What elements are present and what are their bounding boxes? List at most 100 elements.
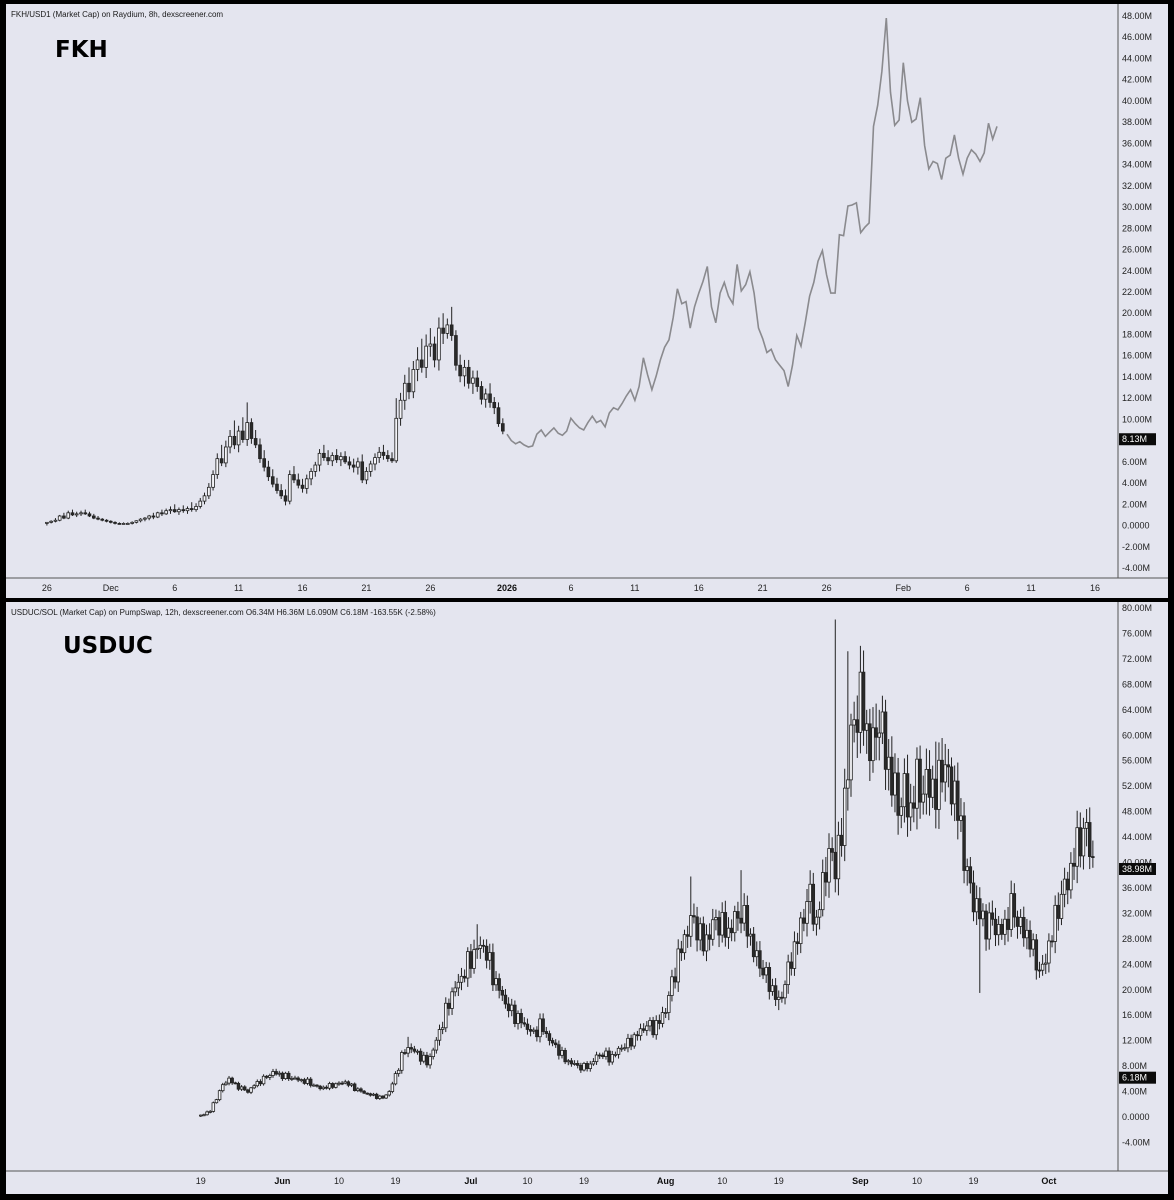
y-tick-label: 24.00M	[1122, 266, 1152, 276]
candle	[689, 915, 693, 937]
y-tick-label: -4.00M	[1122, 1137, 1150, 1147]
candle	[381, 1095, 385, 1099]
candle	[751, 933, 756, 958]
candle	[356, 461, 360, 468]
candle	[535, 1029, 539, 1038]
x-tick-label: 6	[568, 583, 573, 593]
candle	[387, 1091, 391, 1096]
candle	[896, 772, 900, 816]
y-tick-label: 40.00M	[1122, 858, 1152, 868]
candle	[679, 948, 684, 954]
candle	[422, 1054, 426, 1062]
candle	[808, 883, 812, 902]
candle	[313, 464, 318, 472]
y-tick-label: 2.00M	[1122, 499, 1147, 509]
y-tick-label: 52.00M	[1122, 781, 1152, 791]
candle	[959, 815, 963, 821]
candle	[164, 510, 168, 515]
candle	[185, 508, 190, 512]
candle	[503, 994, 508, 1005]
candle	[459, 975, 464, 983]
candle	[937, 759, 941, 810]
candle	[378, 1095, 382, 1099]
candle	[471, 377, 475, 384]
fkh-chart-canvas[interactable]: 48.00M 46.00M 44.00M 42.00M 40.00M 38.00M 36.0…	[6, 4, 1168, 598]
candle	[224, 446, 228, 464]
candle	[704, 934, 709, 952]
candle	[466, 366, 471, 384]
candle	[767, 967, 772, 992]
candle	[292, 474, 296, 481]
candle	[172, 509, 177, 513]
candle	[682, 934, 687, 954]
candle	[299, 1079, 303, 1082]
candle	[629, 1037, 633, 1047]
y-tick-label: 68.00M	[1122, 679, 1152, 689]
y-tick-label: 20.00M	[1122, 308, 1152, 318]
candle	[87, 513, 92, 517]
candle	[604, 1050, 608, 1057]
y-tick-label: 4.00M	[1122, 1087, 1147, 1097]
candle	[519, 1013, 523, 1024]
candle	[692, 915, 696, 918]
candle	[513, 1004, 517, 1024]
candle	[283, 1072, 288, 1080]
candle	[500, 989, 505, 996]
candle	[701, 923, 706, 952]
candle	[902, 773, 907, 808]
candle	[454, 335, 458, 366]
candle	[1025, 929, 1029, 939]
candle	[368, 1093, 373, 1096]
price-marker-tag: 38.98M	[1122, 864, 1152, 874]
candle	[374, 1093, 379, 1099]
candle	[74, 513, 79, 516]
candle	[441, 327, 445, 334]
candle	[525, 1023, 530, 1030]
candle	[287, 474, 292, 502]
candle	[340, 1082, 344, 1085]
candle	[528, 1029, 533, 1032]
candle	[890, 756, 894, 796]
candle	[330, 1083, 335, 1088]
candle	[315, 1084, 319, 1087]
candle	[1084, 822, 1089, 829]
candle	[394, 417, 399, 462]
candle	[563, 1049, 567, 1063]
y-tick-label: 56.00M	[1122, 756, 1152, 766]
fkh-chart-panel[interactable]: 48.00M 46.00M 44.00M 42.00M 40.00M 38.00M 36.0…	[6, 4, 1168, 598]
candle	[469, 951, 473, 969]
candle	[566, 1060, 571, 1063]
candle	[501, 423, 505, 432]
candle	[360, 461, 365, 481]
x-tick-label: 21	[361, 583, 371, 593]
y-tick-label: 36.00M	[1122, 883, 1152, 893]
candle	[670, 976, 674, 996]
candle	[96, 517, 100, 520]
candle	[1091, 856, 1095, 858]
candle	[836, 834, 841, 880]
candle	[255, 1081, 260, 1087]
candle	[211, 1102, 216, 1112]
candle	[275, 483, 279, 491]
usduc-chart-canvas[interactable]: 80.00M 76.00M 72.00M 68.00M 64.00M 60.00M 56.0…	[6, 602, 1168, 1194]
candle	[651, 1020, 655, 1036]
candle	[371, 1093, 376, 1096]
candle	[352, 1083, 357, 1092]
candle	[434, 1039, 439, 1051]
candle	[462, 366, 467, 377]
candle	[1028, 929, 1032, 950]
usduc-chart-panel[interactable]: 80.00M 76.00M 72.00M 68.00M 64.00M 60.00M 56.0…	[6, 602, 1168, 1194]
candle	[550, 1040, 555, 1044]
candle	[613, 1053, 618, 1056]
candle	[377, 451, 382, 458]
candle	[799, 917, 803, 944]
candle	[488, 393, 492, 403]
y-tick-label: 0.0000	[1122, 1112, 1150, 1122]
candle	[66, 512, 71, 519]
candle	[232, 435, 237, 446]
candle	[45, 521, 49, 524]
candle	[351, 464, 356, 468]
candle	[1053, 904, 1057, 942]
candle	[478, 944, 483, 949]
candle	[777, 996, 781, 1000]
